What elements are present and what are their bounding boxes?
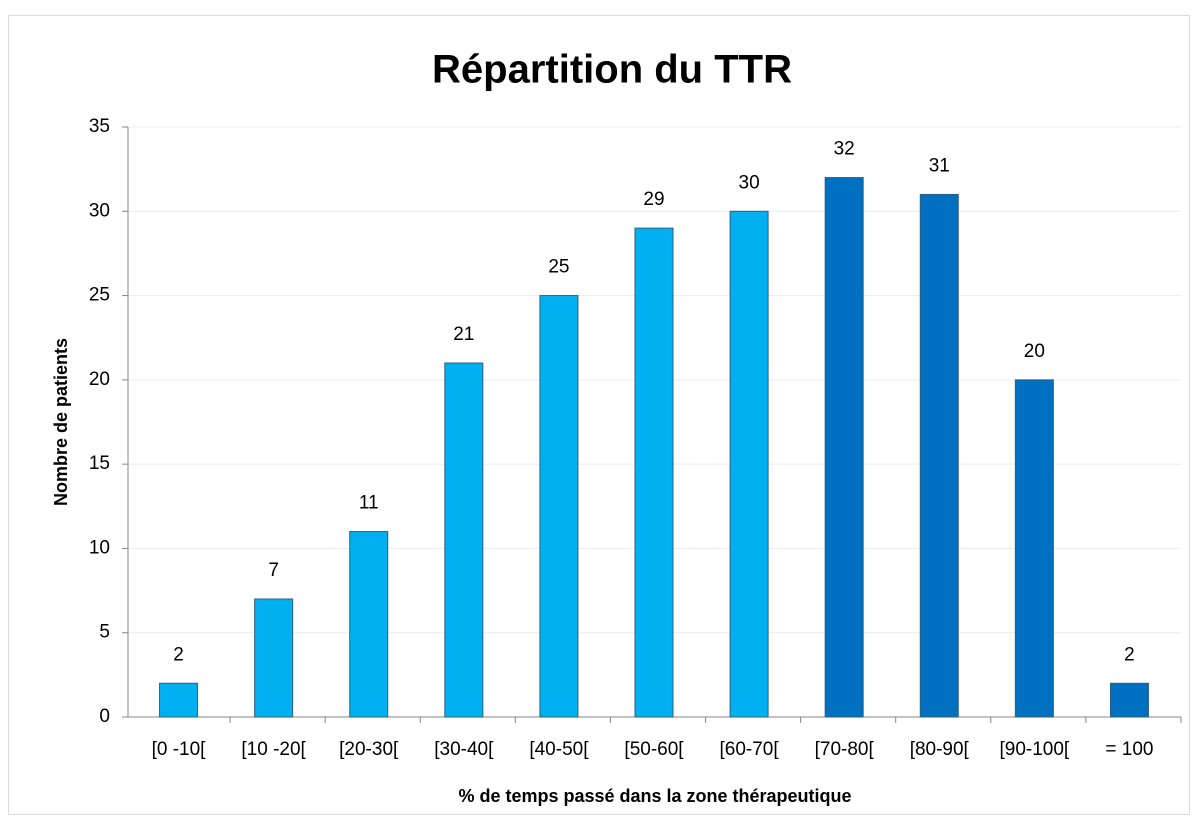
bar	[1109, 682, 1149, 718]
x-tick-label: [90-100[	[999, 739, 1069, 760]
x-tick-label: [50-60[	[624, 739, 684, 760]
chart-border	[8, 15, 1190, 815]
x-tick-label: [80-90[	[910, 739, 970, 760]
x-tick-label: [60-70[	[720, 739, 780, 760]
bar	[254, 598, 294, 718]
data-label: 30	[739, 172, 760, 193]
x-tick-label: [0 -10[	[152, 739, 207, 760]
bar	[634, 227, 674, 718]
y-tick-label: 10	[89, 537, 110, 558]
bar	[159, 682, 199, 718]
x-tick-label: [70-80[	[815, 739, 875, 760]
y-tick-label: 30	[89, 200, 110, 221]
x-tick-label: [30-40[	[434, 739, 494, 760]
bar	[1014, 379, 1054, 718]
bar	[444, 362, 484, 718]
x-tick-label: = 100	[1105, 739, 1153, 760]
y-tick-label: 25	[89, 285, 110, 306]
data-label: 25	[548, 257, 569, 278]
data-label: 11	[359, 493, 379, 514]
bar	[539, 295, 579, 718]
bar	[729, 210, 769, 718]
data-label: 2	[1124, 644, 1135, 665]
y-tick-label: 5	[99, 622, 110, 643]
bar	[919, 193, 959, 718]
data-label: 21	[453, 324, 474, 345]
y-axis-title: Nombre de patients	[51, 338, 71, 506]
chart-title: Répartition du TTR	[432, 48, 792, 92]
y-tick-label: 20	[89, 369, 110, 390]
data-label: 7	[268, 560, 279, 581]
bar	[824, 177, 864, 718]
x-tick-label: [20-30[	[339, 739, 399, 760]
y-tick-label: 0	[99, 706, 110, 727]
y-tick-label: 35	[89, 116, 110, 137]
data-label: 32	[834, 139, 855, 160]
x-tick-label: [40-50[	[529, 739, 589, 760]
x-tick-label: [10 -20[	[241, 739, 306, 760]
data-label: 2	[173, 644, 184, 665]
x-axis-title: % de temps passé dans la zone thérapeuti…	[458, 786, 851, 806]
data-label: 20	[1024, 341, 1045, 362]
data-label: 31	[929, 155, 950, 176]
y-tick-label: 15	[89, 453, 110, 474]
bar	[349, 531, 389, 718]
data-label: 29	[643, 189, 664, 210]
